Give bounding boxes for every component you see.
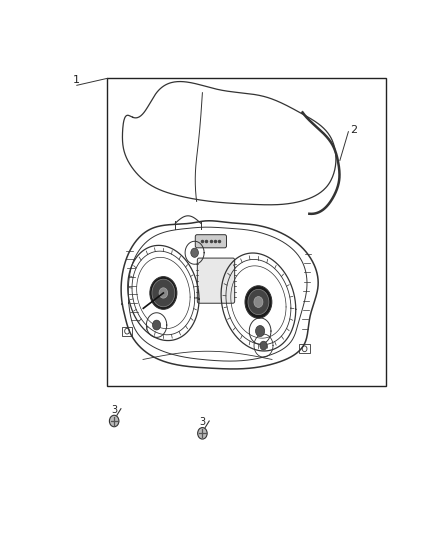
Circle shape (110, 415, 119, 427)
Circle shape (152, 279, 175, 307)
Circle shape (260, 341, 267, 350)
Bar (122, 327, 132, 336)
Circle shape (198, 427, 207, 439)
Text: 1: 1 (73, 75, 80, 85)
Text: 3: 3 (111, 405, 117, 415)
Circle shape (150, 277, 177, 309)
Bar (299, 344, 310, 353)
Text: 3: 3 (199, 417, 205, 427)
FancyBboxPatch shape (197, 258, 235, 303)
Circle shape (255, 326, 265, 336)
Circle shape (254, 296, 263, 308)
Bar (107, 78, 386, 386)
FancyBboxPatch shape (195, 235, 226, 248)
Text: 2: 2 (350, 125, 357, 135)
Circle shape (245, 286, 272, 318)
Circle shape (191, 248, 198, 257)
Circle shape (159, 288, 168, 298)
Circle shape (152, 320, 161, 330)
Circle shape (248, 289, 269, 314)
